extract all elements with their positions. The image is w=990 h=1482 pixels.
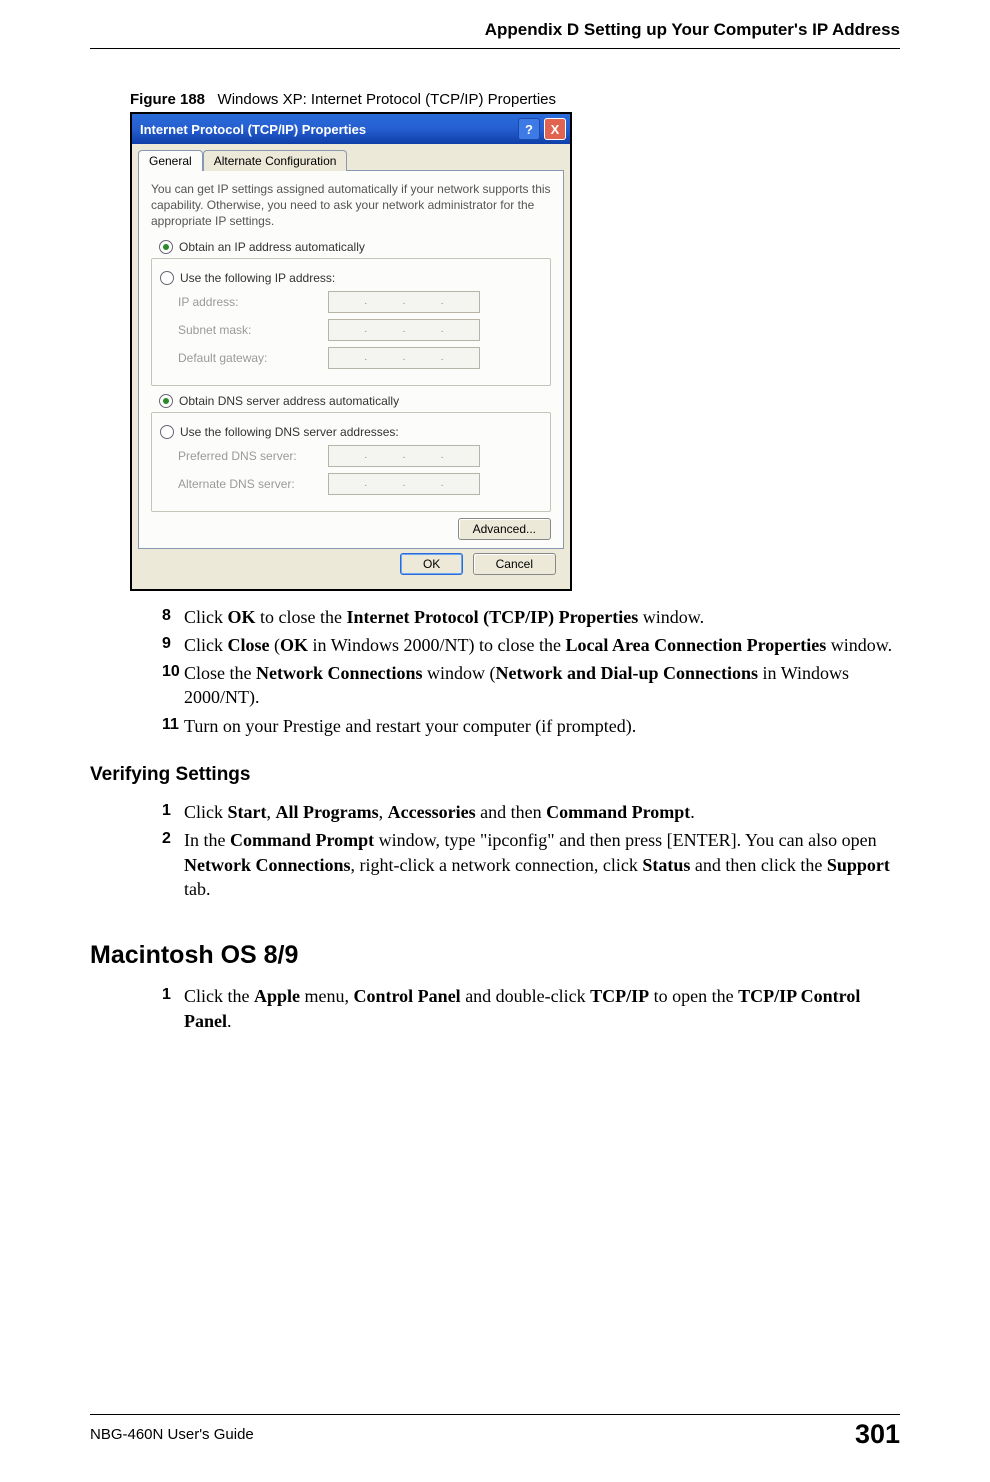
footer-rule [90, 1414, 900, 1415]
ok-button[interactable]: OK [400, 553, 463, 575]
step-item: 8Click OK to close the Internet Protocol… [162, 605, 900, 629]
radio-icon [159, 394, 173, 408]
radio-icon [159, 240, 173, 254]
radio-icon [160, 271, 174, 285]
field-preferred-dns: Preferred DNS server: ... [178, 445, 542, 467]
header-rule [90, 48, 900, 49]
radio-obtain-ip[interactable]: Obtain an IP address automatically [159, 240, 551, 254]
subnet-input[interactable]: ... [328, 319, 480, 341]
help-button[interactable]: ? [518, 118, 540, 140]
radio-label: Obtain an IP address automatically [179, 240, 365, 254]
footer-guide-name: NBG-460N User's Guide [90, 1426, 254, 1443]
advanced-button[interactable]: Advanced... [458, 518, 551, 540]
field-label: Alternate DNS server: [178, 477, 328, 491]
heading-verifying: Verifying Settings [90, 764, 900, 786]
step-number: 9 [162, 633, 184, 657]
tab-general[interactable]: General [138, 150, 203, 171]
dialog-title: Internet Protocol (TCP/IP) Properties [140, 122, 366, 137]
field-alternate-dns: Alternate DNS server: ... [178, 473, 542, 495]
step-item: 11Turn on your Prestige and restart your… [162, 714, 900, 738]
field-label: IP address: [178, 295, 328, 309]
radio-label: Obtain DNS server address automatically [179, 394, 399, 408]
radio-use-dns[interactable]: Use the following DNS server addresses: [160, 425, 542, 439]
step-text: Click the Apple menu, Control Panel and … [184, 984, 900, 1033]
alternate-dns-input[interactable]: ... [328, 473, 480, 495]
page-header: Appendix D Setting up Your Computer's IP… [90, 20, 900, 42]
radio-obtain-dns[interactable]: Obtain DNS server address automatically [159, 394, 551, 408]
dialog-description: You can get IP settings assigned automat… [151, 181, 551, 230]
step-number: 1 [162, 984, 184, 1033]
dialog-titlebar[interactable]: Internet Protocol (TCP/IP) Properties ? … [132, 114, 570, 144]
step-item: 2In the Command Prompt window, type "ipc… [162, 828, 900, 901]
radio-use-ip[interactable]: Use the following IP address: [160, 271, 542, 285]
field-label: Subnet mask: [178, 323, 328, 337]
steps-list-a: 8Click OK to close the Internet Protocol… [162, 605, 900, 738]
step-item: 1Click Start, All Programs, Accessories … [162, 800, 900, 824]
cancel-button[interactable]: Cancel [473, 553, 556, 575]
close-button[interactable]: X [544, 118, 566, 140]
field-ip-address: IP address: ... [178, 291, 542, 313]
figure-caption: Figure 188 Windows XP: Internet Protocol… [130, 91, 900, 108]
step-number: 2 [162, 828, 184, 901]
step-item: 1Click the Apple menu, Control Panel and… [162, 984, 900, 1033]
step-text: Click OK to close the Internet Protocol … [184, 605, 900, 629]
footer-page-number: 301 [855, 1419, 900, 1450]
dialog-panel: You can get IP settings assigned automat… [138, 170, 564, 549]
step-text: Click Start, All Programs, Accessories a… [184, 800, 900, 824]
step-item: 9Click Close (OK in Windows 2000/NT) to … [162, 633, 900, 657]
field-default-gateway: Default gateway: ... [178, 347, 542, 369]
heading-macintosh: Macintosh OS 8/9 [90, 941, 900, 970]
step-number: 1 [162, 800, 184, 824]
step-number: 11 [162, 714, 184, 738]
gateway-input[interactable]: ... [328, 347, 480, 369]
tcpip-properties-dialog: Internet Protocol (TCP/IP) Properties ? … [130, 112, 572, 591]
tab-alternate[interactable]: Alternate Configuration [203, 150, 348, 171]
preferred-dns-input[interactable]: ... [328, 445, 480, 467]
radio-icon [160, 425, 174, 439]
figure-title: Windows XP: Internet Protocol (TCP/IP) P… [218, 91, 556, 108]
figure-label: Figure 188 [130, 91, 205, 108]
step-number: 8 [162, 605, 184, 629]
step-text: Click Close (OK in Windows 2000/NT) to c… [184, 633, 900, 657]
step-text: In the Command Prompt window, type "ipco… [184, 828, 900, 901]
field-label: Default gateway: [178, 351, 328, 365]
step-number: 10 [162, 661, 184, 710]
steps-list-verify: 1Click Start, All Programs, Accessories … [162, 800, 900, 901]
steps-list-mac: 1Click the Apple menu, Control Panel and… [162, 984, 900, 1033]
step-text: Turn on your Prestige and restart your c… [184, 714, 900, 738]
radio-label: Use the following DNS server addresses: [180, 425, 399, 439]
page-footer: NBG-460N User's Guide 301 [90, 1414, 900, 1450]
field-label: Preferred DNS server: [178, 449, 328, 463]
field-subnet-mask: Subnet mask: ... [178, 319, 542, 341]
ip-input[interactable]: ... [328, 291, 480, 313]
step-text: Close the Network Connections window (Ne… [184, 661, 900, 710]
step-item: 10Close the Network Connections window (… [162, 661, 900, 710]
radio-label: Use the following IP address: [180, 271, 335, 285]
